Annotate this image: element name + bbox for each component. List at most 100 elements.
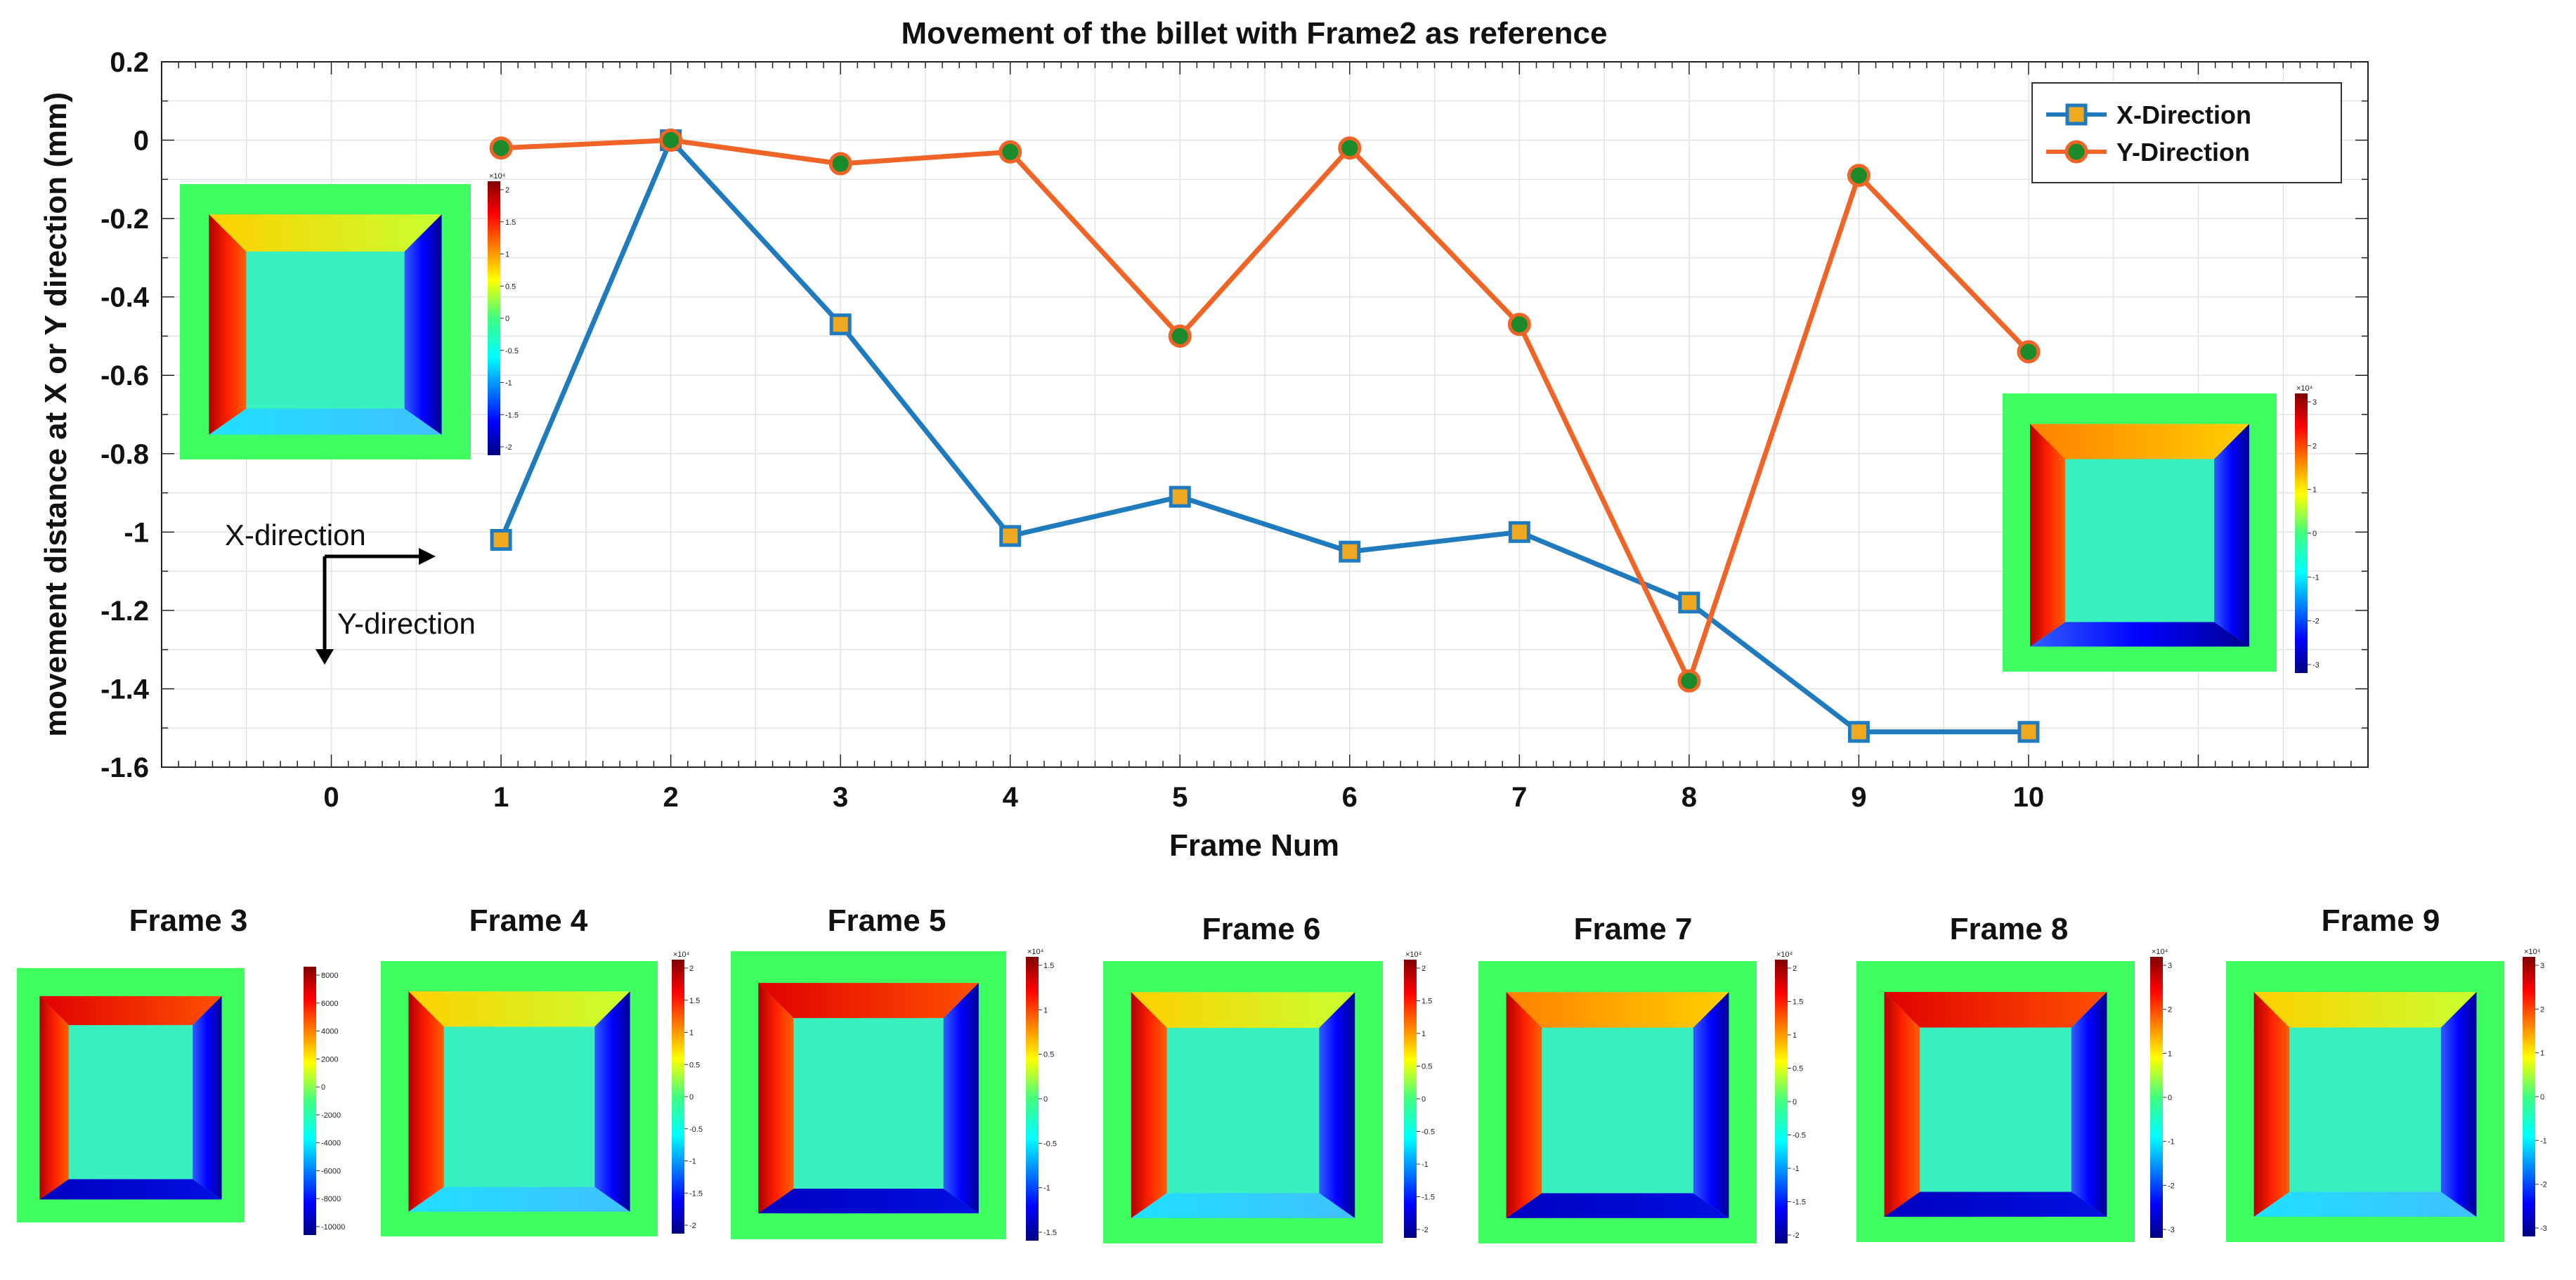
frame-panels: Frame 3 80006000400020000-2000-4000-6000… (17, 903, 2547, 1243)
y-direction-point (1338, 136, 1362, 160)
colorbar (1026, 957, 1039, 1241)
colorbar-tick-label: 2 (1793, 965, 1797, 973)
colorbar-exponent: ×10⁴ (2524, 948, 2541, 956)
colorbar-tick-label: -4000 (321, 1139, 341, 1148)
heatmap-top-edge (1884, 992, 2107, 1028)
colorbar-tick-label: 2 (689, 965, 694, 973)
colorbar-tick-label: 3 (2540, 962, 2544, 970)
y-direction-line (500, 138, 2031, 684)
frame-heatmap: 1.5 1 0.5 0 -0.5 -1 -1.5 ×10⁴ (731, 948, 1057, 1241)
x-direction-point (1508, 521, 1530, 543)
colorbar-tick-label: -10000 (321, 1223, 345, 1232)
frame-label: Frame 3 (129, 903, 248, 938)
colorbar-tick-label: -1.5 (1793, 1199, 1806, 1207)
colorbar-tick-label: -1 (1793, 1165, 1800, 1173)
heatmap-bottom-edge (408, 1187, 630, 1212)
colorbar-tick-label: -2 (1422, 1226, 1429, 1234)
frame-heatmap: 8000 6000 4000 2000 0 -2000 -4000 -6000 -8000 -10… (17, 967, 345, 1235)
heatmap-bottom-edge (1884, 1191, 2107, 1217)
heatmap-inner (246, 252, 405, 409)
colorbar-tick-label: 1 (2540, 1050, 2544, 1058)
y-direction-point (1168, 324, 1192, 348)
x-direction-point (490, 528, 512, 551)
heatmap-top-edge (209, 214, 442, 252)
legend-x-direction-label: X-Direction (2116, 100, 2251, 129)
heatmap-inner (68, 1025, 193, 1180)
colorbar-tick-label: 1.5 (1043, 962, 1054, 970)
y-tick-label: -0.2 (100, 204, 149, 235)
heatmap-left-edge (1506, 992, 1542, 1218)
colorbar-tick-label: 1 (1793, 1031, 1797, 1040)
heatmap-top-edge (758, 983, 979, 1019)
y-tick-label: -1.6 (100, 752, 149, 783)
heatmap-bottom-edge (2030, 622, 2249, 647)
heatmap-left-edge (758, 983, 794, 1214)
x-direction-line (498, 138, 2029, 735)
frame-heatmap: 2 1.5 1 0.5 0 -0.5 -1 -1.5 -2 ×10⁴ (1103, 951, 1435, 1243)
colorbar-tick-label: -1 (1043, 1184, 1050, 1193)
colorbar-tick-label: -2 (689, 1222, 696, 1230)
colorbar-tick-label: 0 (2540, 1093, 2544, 1102)
colorbar-tick-label: 1 (2168, 1050, 2172, 1058)
x-tick-label: 6 (1342, 782, 1358, 813)
colorbar-tick-label: 0 (1043, 1095, 1048, 1104)
colorbar-tick-label: -3 (2168, 1226, 2175, 1234)
colorbar-tick-label: -1.5 (689, 1189, 703, 1198)
y-direction-point (828, 152, 852, 176)
colorbar-tick-label: -0.5 (1422, 1128, 1435, 1137)
x-direction-label: X-direction (225, 518, 366, 551)
legend-x-direction-marker (2065, 103, 2088, 126)
y-tick-label: -1.2 (100, 596, 149, 627)
y-tick-label: -1 (124, 517, 149, 548)
x-direction-point (1678, 592, 1700, 614)
colorbar-tick-label: -2 (2540, 1181, 2547, 1189)
x-direction-arrowhead (419, 548, 436, 565)
colorbar-tick-label: 1.5 (689, 997, 700, 1005)
heatmap-right-edge (943, 983, 979, 1214)
colorbar-tick-label: 2 (2168, 1006, 2172, 1014)
heatmap-inner (2289, 1027, 2441, 1192)
x-direction-point (829, 313, 852, 336)
colorbar-exponent: ×10⁴ (1776, 951, 1793, 959)
colorbar-exponent: ×10⁴ (1027, 948, 1044, 956)
colorbar-tick-label: 1 (1422, 1030, 1426, 1038)
colorbar-tick-label: -2 (505, 443, 512, 452)
colorbar-tick-label: 4000 (321, 1028, 338, 1036)
colorbar-tick-label: 1.5 (1422, 998, 1432, 1006)
y-tick-label: -1.4 (100, 674, 150, 705)
colorbar-tick-label: 2 (2312, 442, 2317, 450)
colorbar-tick-label: 1 (689, 1029, 694, 1038)
x-tick-label: 2 (663, 782, 678, 813)
legend-y-direction-marker (2064, 140, 2088, 164)
colorbar-exponent: ×10⁴ (1405, 951, 1422, 959)
heatmap-inner (1542, 1027, 1693, 1194)
colorbar-tick-label: 0 (321, 1083, 325, 1092)
colorbar-tick-label: -2 (2312, 618, 2320, 626)
colorbar-tick-label: 1.5 (1793, 998, 1803, 1007)
frame-heatmap: 3 2 1 0 -1 -2 -3 ×10⁴ (2226, 948, 2547, 1242)
x-direction-point (999, 525, 1022, 547)
series-layer (489, 129, 2041, 743)
heatmap-right-edge (594, 991, 630, 1212)
heatmap-left-edge (408, 991, 444, 1212)
x-tick-label: 0 (323, 782, 339, 813)
x-tick-labels: 0 1 2 3 4 5 6 7 8 9 10 (323, 782, 2044, 813)
y-direction-point (2017, 340, 2041, 364)
heatmap-left-edge (1131, 992, 1167, 1218)
x-tick-label: 1 (493, 782, 509, 813)
frame-panel: Frame 5 1.5 1 0.5 0 -0.5 -1 -1.5 ×10⁴ (731, 903, 1057, 1241)
y-direction-point (1677, 669, 1701, 693)
colorbar-tick-label: -8000 (321, 1195, 341, 1203)
colorbar-tick-label: 0 (1793, 1098, 1797, 1106)
y-direction-point (998, 140, 1022, 164)
heatmap-top-edge (1131, 992, 1355, 1028)
heatmap-left-edge (39, 995, 69, 1200)
x-tick-label: 3 (833, 782, 848, 813)
heatmap-left-edge (1884, 992, 1920, 1217)
colorbar-tick-label: 0 (2312, 530, 2317, 538)
colorbar-tick-label: 0 (505, 315, 509, 323)
colorbar-tick-label: 2 (2540, 1005, 2544, 1014)
x-direction-point (1339, 540, 1361, 563)
frame-label: Frame 4 (469, 903, 588, 938)
colorbar-tick-label: 3 (2312, 398, 2317, 407)
